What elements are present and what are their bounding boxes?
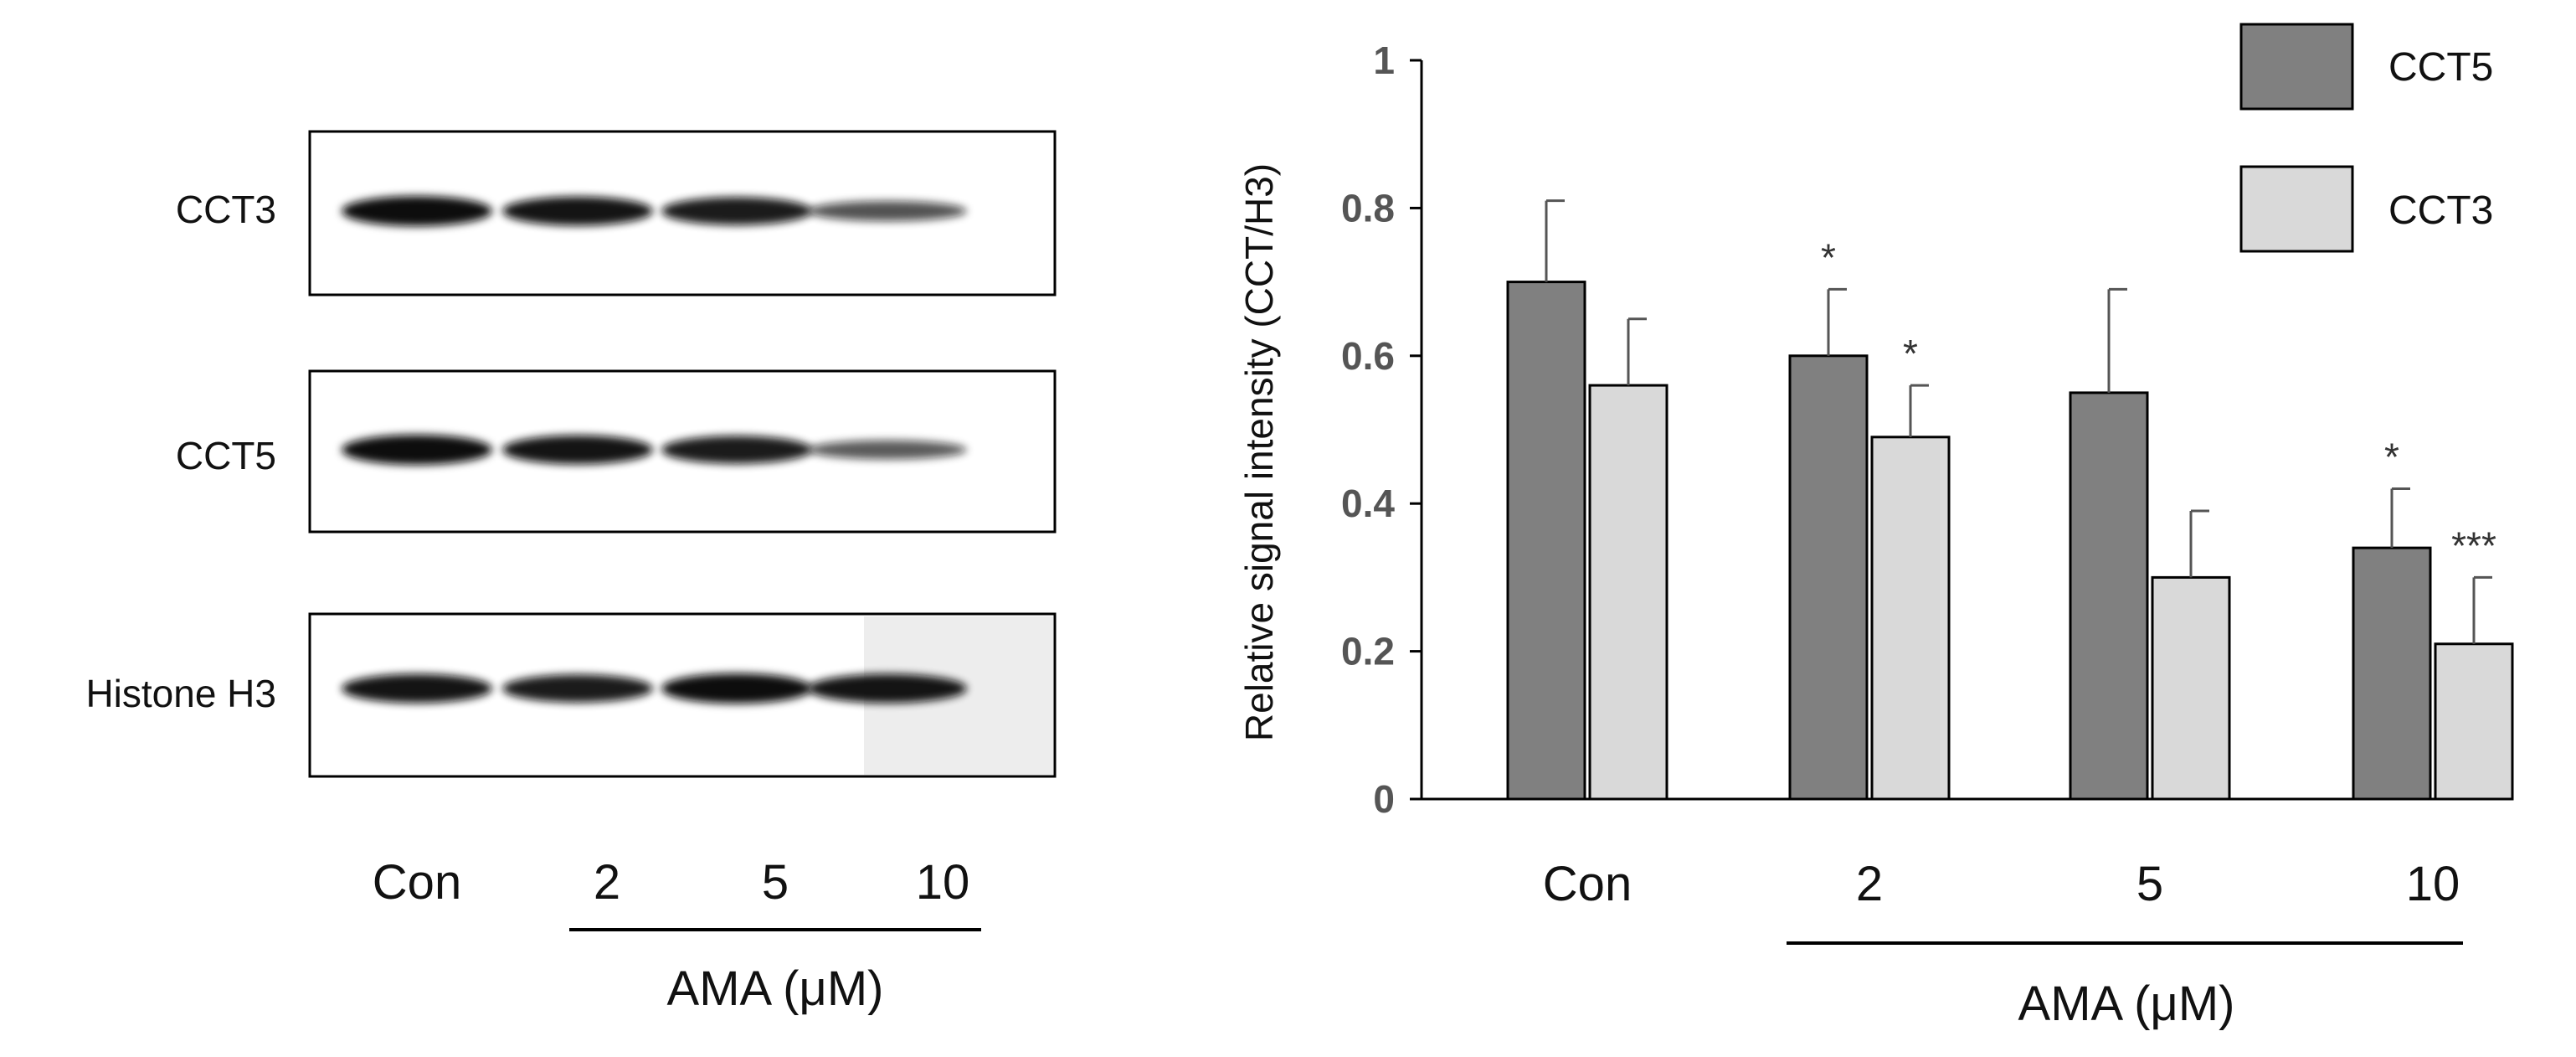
y-tick-label: 0.6 — [1341, 334, 1395, 378]
x-category-label: 2 — [1856, 857, 1883, 911]
y-tick-label: 0 — [1373, 777, 1395, 821]
blot-band — [342, 673, 492, 704]
blot-band — [661, 436, 812, 464]
blot-row-label-cct3: CCT3 — [176, 188, 276, 231]
significance-mark: * — [1821, 235, 1836, 279]
x-axis-title: AMA (μM) — [2018, 977, 2235, 1031]
bar-cct3-5 — [2151, 575, 2231, 801]
blot-bands-histone-h3 — [342, 673, 967, 704]
blot-band — [502, 196, 653, 226]
bar-cct3-2 — [1870, 436, 1951, 801]
y-axis-ticks: 0 0.2 0.4 0.6 0.8 1 — [1341, 39, 1422, 821]
legend-swatch-cct3 — [2239, 165, 2354, 253]
blot-band — [808, 673, 967, 704]
bar-cct3-con — [1588, 384, 1668, 801]
blot-row-label-cct5: CCT5 — [176, 434, 276, 477]
chart-category-labels: Con 2 5 10 — [1543, 857, 2460, 911]
blot-band — [502, 674, 653, 703]
blot-band — [502, 435, 653, 465]
blot-band — [661, 197, 812, 225]
bar-cct5-2 — [1788, 354, 1869, 801]
legend-swatch-cct5 — [2239, 23, 2354, 111]
blot-band — [342, 196, 492, 226]
chart-error-bars — [1545, 199, 2492, 644]
legend: CCT5 CCT3 — [2239, 23, 2493, 253]
y-tick-label: 1 — [1373, 39, 1395, 82]
significance-mark: * — [2384, 436, 2399, 479]
legend-label-cct3: CCT3 — [2388, 188, 2493, 233]
blot-band — [808, 200, 967, 222]
blot-row-label-histone-h3: Histone H3 — [85, 672, 276, 715]
blot-bands-cct3 — [342, 196, 967, 226]
lane-label-2: 2 — [594, 855, 620, 910]
lane-label-con: Con — [373, 855, 461, 910]
significance-mark: *** — [2451, 523, 2496, 567]
significance-mark: * — [1903, 332, 1918, 375]
treatment-label: AMA (μM) — [667, 962, 884, 1016]
blot-bands-cct5 — [342, 435, 967, 465]
blot-band — [661, 673, 812, 704]
legend-label-cct5: CCT5 — [2388, 45, 2493, 90]
y-tick-label: 0.4 — [1341, 482, 1395, 525]
blot-band — [342, 435, 492, 465]
western-blot-panel: CCT3 CCT5 Histone H3 Con 2 5 10 AMA (μM) — [85, 130, 1057, 1016]
lane-label-5: 5 — [762, 855, 789, 910]
x-category-label: 5 — [2136, 857, 2163, 911]
chart-significance-marks: ****** — [1821, 235, 2496, 567]
y-tick-label: 0.2 — [1341, 630, 1395, 673]
x-category-label: Con — [1543, 857, 1632, 911]
y-tick-label: 0.8 — [1341, 186, 1395, 229]
bar-cct5-5 — [2069, 391, 2149, 801]
bar-cct5-10 — [2352, 546, 2432, 801]
bar-cct3-10 — [2434, 642, 2514, 801]
x-category-label: 10 — [2406, 857, 2460, 911]
lane-label-10: 10 — [916, 855, 970, 910]
blot-band — [808, 440, 967, 460]
y-axis-title: Relative signal intensity (CCT/H3) — [1237, 163, 1281, 741]
bar-cct5-con — [1506, 281, 1586, 801]
chart-bars — [1506, 281, 2514, 801]
